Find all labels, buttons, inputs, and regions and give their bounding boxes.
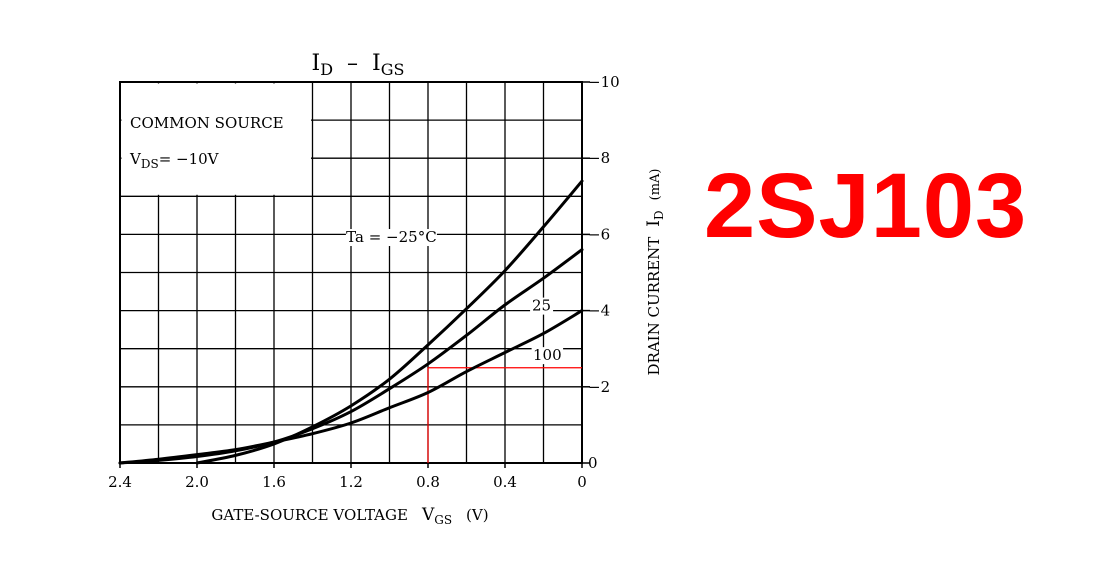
part-number: 2SJ103 [704,155,1028,257]
series-label-bg [531,347,564,365]
x-tick-label: 1.2 [339,473,363,491]
axis-ticks: 2.4 2.0 1.6 1.2 0.8 0.4 00 −2 −4 −6 −8 −10 [108,73,620,491]
y-axis-label: DRAIN CURRENTID(mA) [644,169,666,376]
x-tick-label: 0.4 [493,473,517,491]
x-axis-label: GATE-SOURCE VOLTAGE VGS (V) [211,505,488,527]
y-tick-label: −6 [588,225,610,243]
y-tick-label: −2 [588,378,610,396]
x-tick-label: 0.8 [416,473,440,491]
y-tick-label: 0 [588,454,598,472]
series-label-bg [345,229,437,247]
series-label: Ta = −25°C [346,228,437,246]
conditions-line-1: COMMON SOURCE [130,114,284,132]
x-tick-label: 0 [577,473,587,491]
series-line [118,248,584,465]
series-label-bg [530,297,554,315]
x-tick-label: 1.6 [262,473,286,491]
series-line [195,179,584,465]
series-labels: Ta = −25°C 25 100 [345,228,564,365]
x-tick-label: 2.4 [108,473,132,491]
series [118,179,584,465]
y-tick-label: −10 [588,73,620,91]
x-tick-label: 2.0 [185,473,209,491]
chart-title: ID – IGS [312,51,405,79]
series-label: 25 [532,297,551,315]
y-tick-label: −8 [588,149,610,167]
series-label: 100 [533,346,562,364]
conditions-line-2: VDS= −10V [129,150,220,171]
y-tick-label: −4 [588,302,610,320]
id-vgs-chart: ID – IGS COMMON SOURCE VDS= −10V 2.4 2.0 1.6… [108,51,666,527]
reference-marker [427,367,582,463]
series-line [118,309,584,465]
conditions-box [121,83,311,195]
